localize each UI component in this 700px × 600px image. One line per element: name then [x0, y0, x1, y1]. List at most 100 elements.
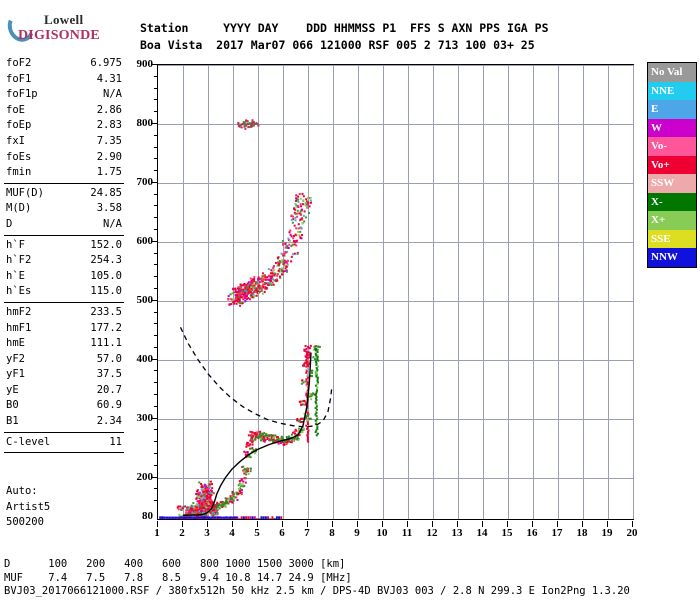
- echo-pixel: [290, 260, 293, 263]
- echo-pixel: [190, 509, 193, 512]
- param-row-hf: h`F 152.0: [4, 238, 126, 254]
- echo-pixel: [238, 299, 241, 302]
- echo-pixel: [307, 379, 310, 382]
- legend-item-vo[interactable]: Vo+: [648, 155, 696, 174]
- echo-pixel: [278, 259, 281, 262]
- echo-pixel: [214, 505, 217, 508]
- gridline-vertical: [383, 65, 384, 519]
- x-axis-tick-label: 11: [401, 527, 413, 539]
- y-axis-ticks: [151, 64, 157, 520]
- echo-pixel: [241, 123, 244, 126]
- echo-pixel: [306, 357, 309, 360]
- echo-pixel: [262, 437, 265, 440]
- echo-pixel: [235, 295, 238, 298]
- echo-pixel: [305, 198, 308, 201]
- echo-pixel: [247, 297, 250, 300]
- echo-pixel: [206, 510, 209, 513]
- echo-pixel: [257, 291, 260, 294]
- y-axis-tick-label: 700: [136, 175, 154, 188]
- echo-pixel: [240, 488, 243, 491]
- echo-pixel: [257, 430, 260, 433]
- echo-pixel: [244, 122, 247, 125]
- gridline-vertical: [633, 65, 634, 519]
- echo-pixel: [294, 216, 297, 219]
- echo-pixel: [315, 367, 318, 370]
- echo-pixel: [200, 509, 203, 512]
- echo-pixel: [250, 287, 253, 290]
- echo-pixel: [316, 355, 319, 358]
- echo-pixel: [300, 227, 303, 230]
- echo-pixel: [236, 299, 239, 302]
- echo-pixel: [243, 470, 246, 473]
- echo-pixel: [289, 229, 292, 232]
- direction-legend[interactable]: No Val NNE E W Vo- Vo+ SSW X- X+ SSE NNW: [647, 62, 697, 268]
- gridline-horizontal: [158, 241, 633, 243]
- legend-item-sse[interactable]: SSE: [648, 229, 696, 248]
- echo-pixel: [280, 516, 283, 519]
- echo-pixel: [294, 233, 297, 236]
- legend-item-nne[interactable]: NNE: [648, 81, 696, 100]
- echo-pixel: [245, 445, 248, 448]
- echo-pixel: [212, 513, 215, 516]
- echo-pixel: [272, 269, 275, 272]
- echo-pixel: [303, 220, 306, 223]
- ionogram-plot[interactable]: [157, 64, 634, 520]
- y-axis-minor-tick: [154, 382, 157, 384]
- legend-item-vo[interactable]: Vo-: [648, 137, 696, 156]
- echo-pixel: [203, 503, 206, 506]
- echo-pixel: [314, 423, 317, 426]
- y-axis-minor-tick: [154, 311, 157, 313]
- echo-pixel: [272, 438, 275, 441]
- y-axis-minor-tick: [154, 99, 157, 101]
- echo-pixel: [211, 500, 214, 503]
- legend-item-ssw[interactable]: SSW: [648, 174, 696, 193]
- param-divider: [4, 182, 124, 184]
- echo-pixel: [287, 247, 290, 250]
- echo-pixel: [249, 467, 252, 470]
- legend-item-noval[interactable]: No Val: [648, 63, 696, 82]
- echo-pixel: [191, 505, 194, 508]
- echo-pixel: [243, 283, 246, 286]
- echo-pixel: [259, 289, 262, 292]
- echo-pixel: [177, 505, 180, 508]
- echo-pixel: [305, 355, 308, 358]
- gridline-horizontal: [158, 300, 633, 302]
- echo-pixel: [251, 447, 254, 450]
- echo-pixel: [306, 373, 309, 376]
- echo-pixel: [290, 214, 293, 217]
- param-row-mufd: MUF(D) 24.85: [4, 186, 126, 202]
- legend-item-w[interactable]: W: [648, 118, 696, 137]
- legend-item-e[interactable]: E: [648, 100, 696, 119]
- echo-pixel: [297, 230, 300, 233]
- echo-pixel: [241, 302, 244, 305]
- legend-item-x[interactable]: X+: [648, 211, 696, 230]
- legend-item-nnw[interactable]: NNW: [648, 248, 696, 267]
- echo-pixel: [263, 431, 266, 434]
- echo-pixel: [316, 432, 319, 435]
- echo-pixel: [292, 431, 295, 434]
- echo-pixel: [315, 410, 318, 413]
- echo-pixel: [209, 494, 212, 497]
- echo-pixel: [299, 417, 302, 420]
- echo-pixel: [247, 434, 250, 437]
- param-key: M(D): [6, 202, 32, 215]
- echo-pixel: [244, 453, 247, 456]
- y-axis-minor-tick: [154, 170, 157, 172]
- param-value: N/A: [103, 88, 122, 101]
- echo-pixel: [306, 437, 309, 440]
- param-value: 37.5: [96, 368, 122, 381]
- x-axis-tick: [207, 521, 208, 527]
- echo-pixel: [187, 507, 190, 510]
- echo-pixel: [263, 281, 266, 284]
- echo-pixel: [192, 513, 195, 516]
- x-axis-tick-label: 3: [204, 527, 210, 539]
- echo-pixel: [307, 365, 310, 368]
- echo-pixel: [258, 518, 261, 519]
- echo-pixel: [184, 505, 187, 508]
- echo-pixel: [278, 268, 281, 271]
- legend-item-x[interactable]: X-: [648, 192, 696, 211]
- echo-pixel: [267, 516, 270, 519]
- echo-pixel: [246, 284, 249, 287]
- echo-pixel: [205, 503, 208, 506]
- echo-pixel: [243, 472, 246, 475]
